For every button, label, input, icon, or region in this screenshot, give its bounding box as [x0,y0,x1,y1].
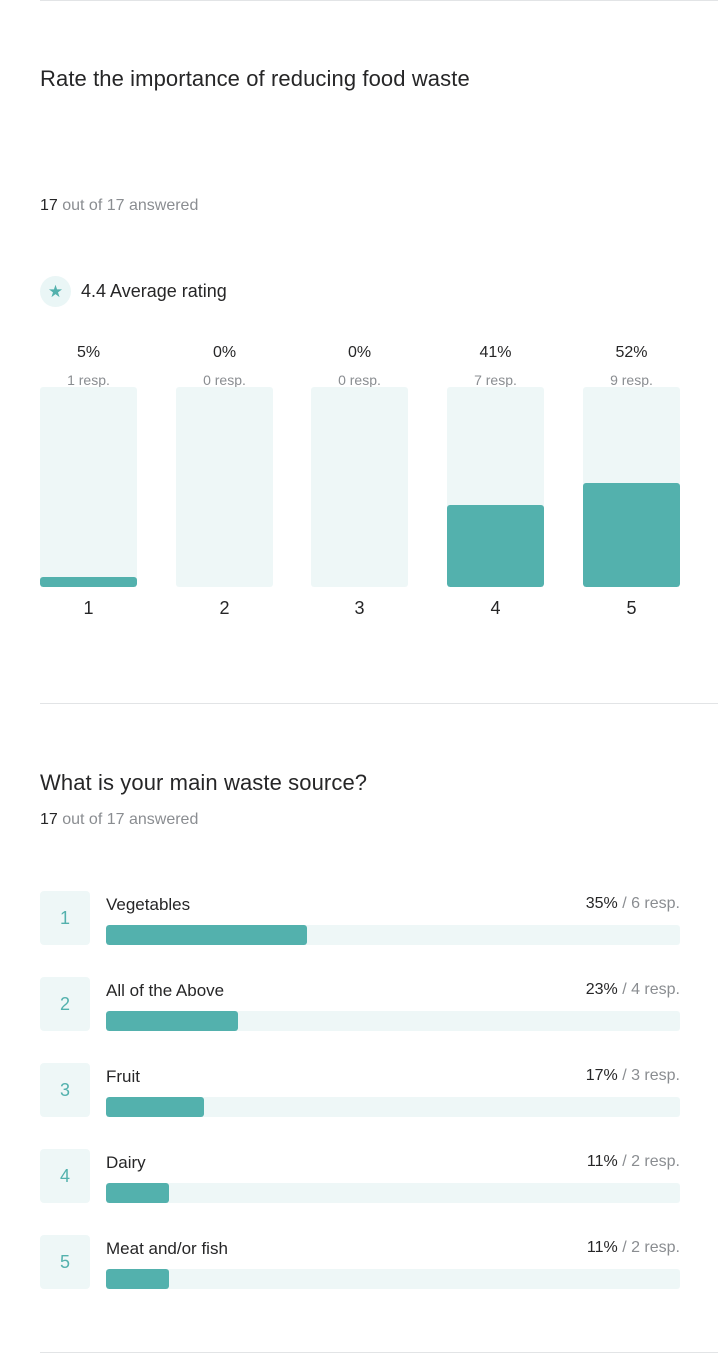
choice-bar [106,925,307,945]
choice-stat: 17% / 3 resp. [586,1067,680,1085]
choice-percent: 11% [586,1153,618,1170]
x-tick-label: 1 [83,598,94,618]
choice-percent: 35% [585,895,618,912]
x-tick-label: 3 [354,598,365,618]
choice-row: 4 Dairy 11% / 2 resp. [40,1149,680,1203]
choice-row: 5 Meat and/or fish 11% / 2 resp. [40,1235,680,1289]
choice-label: All of the Above [106,981,225,1000]
choice-rank: 3 [40,1063,90,1117]
bar-response-clip: 0 resp. [311,368,408,387]
bottom-divider [40,1352,718,1353]
choice-rank: 2 [40,977,90,1031]
bar-track [40,387,137,587]
top-divider [40,0,718,1]
choice-bar [106,1097,204,1117]
choice-bar-track [106,1011,680,1031]
bar-track [311,387,408,587]
bar-response-count: 1 resp. [67,372,110,387]
choice-answered-count: 17 out of 17 answered [40,811,199,828]
choice-bar-track [106,1097,680,1117]
choice-percent: 17% [585,1067,618,1084]
bar-value-label: 5% [76,344,101,361]
bar-track [176,387,273,587]
bar-response-clip: 9 resp. [583,368,680,387]
bar [40,577,137,587]
bar-response-count: 0 resp. [338,372,381,387]
choice-rank: 5 [40,1235,90,1289]
choice-label: Fruit [106,1067,140,1086]
choice-row: 3 Fruit 17% / 3 resp. [40,1063,680,1117]
rating-question-title: Rate the importance of reducing food was… [40,66,470,91]
bar-response-count: 9 resp. [610,372,653,387]
choice-responses: / 2 resp. [617,1153,680,1170]
choice-label: Meat and/or fish [106,1239,228,1258]
bar-response-clip: 0 resp. [176,368,273,387]
section-divider [40,703,718,704]
choice-bar [106,1269,170,1289]
choice-question-title: What is your main waste source? [40,770,368,795]
bar [447,505,544,587]
choice-responses: / 4 resp. [617,981,680,998]
choice-bar-track [106,1269,680,1289]
choice-label: Dairy [106,1153,146,1172]
bar-value-label: 0% [347,344,372,361]
bar-value-label: 52% [615,344,648,361]
bar-response-count: 7 resp. [474,372,517,387]
choice-stat: 11% / 2 resp. [587,1153,680,1171]
choice-stat: 23% / 4 resp. [586,981,680,999]
bar-track [447,387,544,587]
bar-response-clip: 7 resp. [447,368,544,387]
choice-percent: 23% [585,981,618,998]
average-rating-text: 4.4 Average rating [81,281,227,301]
choice-stat: 35% / 6 resp. [586,895,680,913]
x-tick-label: 4 [490,598,501,618]
choice-bar-track [106,1183,680,1203]
choice-bar-track [106,925,680,945]
choice-percent: 11% [586,1239,618,1256]
choice-responses: / 6 resp. [617,895,680,912]
choice-responses: / 3 resp. [617,1067,680,1084]
star-icon: ★ [40,276,71,307]
bar-response-count: 0 resp. [203,372,246,387]
bar-track [583,387,680,587]
rating-answered-count: 17 out of 17 answered [40,197,199,214]
choice-bar [106,1011,239,1031]
average-rating: ★ 4.4 Average rating [40,276,227,307]
bar-value-label: 0% [212,344,237,361]
choice-row: 2 All of the Above 23% / 4 resp. [40,977,680,1031]
bar [583,483,680,587]
choice-rank: 1 [40,891,90,945]
x-tick-label: 5 [626,598,637,618]
bar-response-clip: 1 resp. [40,368,137,387]
choice-responses: / 2 resp. [617,1239,680,1256]
choice-row: 1 Vegetables 35% / 6 resp. [40,891,680,945]
choice-label: Vegetables [106,895,191,914]
bar-value-label: 41% [479,344,512,361]
x-tick-label: 2 [219,598,230,618]
choice-bar [106,1183,170,1203]
choice-stat: 11% / 2 resp. [587,1239,680,1257]
choice-rank: 4 [40,1149,90,1203]
